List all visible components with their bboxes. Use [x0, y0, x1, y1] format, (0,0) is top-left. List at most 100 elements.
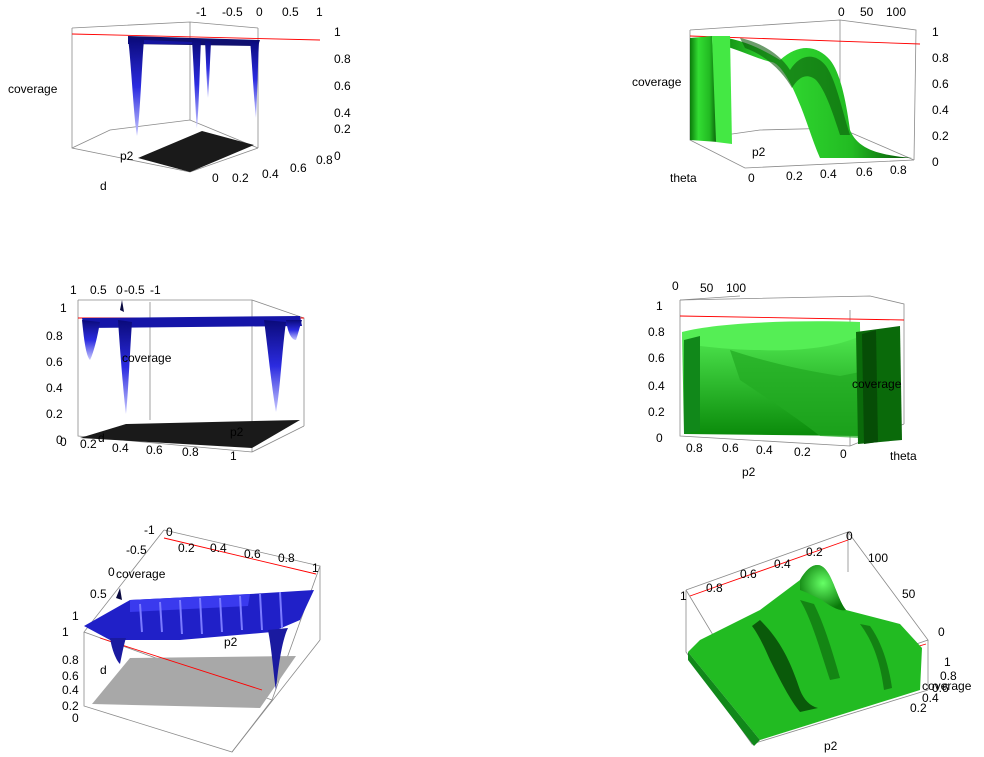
- y-axis-label: p2: [752, 145, 766, 159]
- x-tick-label: 0.6: [740, 567, 757, 581]
- x-tick-label: 1: [70, 283, 77, 297]
- z-tick-label: 0.8: [334, 52, 351, 66]
- z-tick-labels: 1 0.8 0.6 0.4 0.2 0: [932, 25, 949, 169]
- x-axis-label: theta: [670, 171, 697, 185]
- z-tick-label: 0.2: [46, 407, 63, 421]
- z-axis-label: coverage: [8, 82, 58, 96]
- reference-line: [163, 537, 317, 575]
- x-tick-label: 0.6: [244, 547, 261, 561]
- x-tick-label: 0: [166, 525, 173, 539]
- reference-line-lower: [99, 637, 263, 691]
- z-axis-label: coverage: [852, 377, 902, 391]
- reference-line: [689, 539, 849, 597]
- z-tick-label: 0.6: [334, 79, 351, 93]
- y-tick-label: 0.6: [722, 441, 739, 455]
- y-tick-label: 100: [868, 551, 888, 565]
- x-tick-label: 0: [846, 529, 853, 543]
- z-tick-labels: 1 0.8 0.6 0.4 0.2 0: [334, 25, 351, 163]
- y-tick-labels: 0 0.2 0.4 0.6 0.8: [212, 153, 333, 185]
- x-axis-label: p2: [224, 635, 238, 649]
- z-tick-label: 1: [60, 301, 67, 315]
- y-tick-label: 0.4: [820, 167, 837, 181]
- y-tick-label: 0: [108, 565, 115, 579]
- x-axis-label: theta: [890, 449, 917, 463]
- x-axis-label: d: [100, 179, 107, 193]
- y-tick-label: 0.8: [890, 163, 907, 177]
- z-tick-label: 0: [334, 149, 341, 163]
- plot-box: [83, 529, 321, 753]
- z-tick-label: 0.6: [932, 77, 949, 91]
- y-tick-label: 0: [938, 625, 945, 639]
- z-tick-label: 1: [944, 655, 951, 669]
- y-tick-labels: 0.8 0.6 0.4 0.2 0: [686, 441, 847, 461]
- z-tick-label: 0.6: [932, 681, 949, 695]
- x-tick-label: 100: [726, 281, 746, 295]
- x-tick-label: 0.8: [706, 581, 723, 595]
- reference-line: [679, 315, 905, 321]
- x-tick-label: -1: [196, 5, 207, 19]
- x-tick-label: 1: [680, 589, 687, 603]
- z-tick-labels: 1 0.8 0.6 0.4 0.2 0: [648, 299, 665, 445]
- z-axis-label: coverage: [116, 567, 166, 581]
- y-tick-label: 0.2: [80, 437, 97, 451]
- panel-middle-right: 0 50 100 1 0.8 0.6 0.4 0.2 0 0.8 0.6 0.4…: [648, 279, 917, 479]
- z-tick-label: 0.8: [46, 329, 63, 343]
- x-tick-label: 1: [316, 5, 323, 19]
- x-tick-labels: 0 50 100: [672, 279, 746, 295]
- x-tick-label: -0.5: [124, 283, 145, 297]
- y-tick-label: 0.2: [794, 445, 811, 459]
- y-axis-label: p2: [230, 425, 244, 439]
- x-tick-label: 0.2: [806, 545, 823, 559]
- z-tick-label: 0: [56, 433, 63, 447]
- y-tick-label: 0.6: [146, 443, 163, 457]
- z-tick-labels: 1 0.8 0.6 0.4 0.2: [910, 655, 957, 715]
- x-tick-label: -1: [150, 283, 161, 297]
- surface: [82, 300, 302, 414]
- surface: [690, 36, 912, 158]
- z-tick-label: 0.4: [648, 379, 665, 393]
- x-tick-label: 0: [116, 283, 123, 297]
- z-tick-label: 1: [62, 625, 69, 639]
- y-tick-labels: 0 0.2 0.4 0.6 0.8 1: [60, 435, 237, 463]
- z-axis-label: coverage: [922, 679, 972, 693]
- z-tick-label: 0: [656, 431, 663, 445]
- x-tick-label: 50: [700, 281, 714, 295]
- y-tick-label: -1: [144, 523, 155, 537]
- z-tick-label: 0.8: [932, 51, 949, 65]
- z-tick-label: 0.4: [334, 106, 351, 120]
- z-tick-label: 0.2: [648, 405, 665, 419]
- surface: [128, 36, 260, 136]
- y-tick-labels: 0 50 100: [868, 551, 945, 639]
- panel-top-left: -1 -0.5 0 0.5 1 1 0.8 0.6 0.4 0.2 0 0 0.…: [8, 5, 351, 193]
- z-tick-label: 0.6: [62, 669, 79, 683]
- y-tick-labels: 0 0.2 0.4 0.6 0.8: [748, 163, 907, 185]
- z-tick-label: 1: [932, 25, 939, 39]
- shadow-plane: [138, 131, 254, 172]
- z-axis-label: coverage: [632, 75, 682, 89]
- y-tick-label: 0.6: [290, 161, 307, 175]
- y-tick-label: 1: [72, 609, 79, 623]
- z-tick-label: 0.2: [910, 701, 927, 715]
- panel-bottom-left: 0 0.2 0.4 0.6 0.8 1 -1 -0.5 0 0.5 1 1 0.…: [62, 523, 321, 753]
- y-tick-label: 0.5: [90, 587, 107, 601]
- z-tick-label: 1: [334, 25, 341, 39]
- y-tick-label: 50: [902, 587, 916, 601]
- panel-top-right: 0 50 100 1 0.8 0.6 0.4 0.2 0 0 0.2 0.4 0…: [632, 5, 949, 185]
- y-tick-label: 0: [840, 447, 847, 461]
- x-tick-label: 0.4: [774, 557, 791, 571]
- x-axis-label: p2: [824, 739, 838, 753]
- y-tick-label: 0: [60, 435, 67, 449]
- y-axis-label: p2: [742, 465, 756, 479]
- z-tick-labels: 1 0.8 0.6 0.4 0.2 0: [46, 301, 67, 447]
- x-tick-labels: 0 0.2 0.4 0.6 0.8 1: [166, 525, 319, 575]
- z-tick-label: 0.2: [334, 122, 351, 136]
- y-tick-label: 1: [230, 449, 237, 463]
- x-axis-label: d: [98, 431, 105, 445]
- x-tick-label: 100: [886, 5, 906, 19]
- y-tick-label: 0.2: [786, 169, 803, 183]
- x-tick-label: 1: [312, 561, 319, 575]
- y-axis-label: p2: [120, 149, 134, 163]
- z-tick-label: 0.6: [46, 355, 63, 369]
- z-tick-label: 0.2: [62, 699, 79, 713]
